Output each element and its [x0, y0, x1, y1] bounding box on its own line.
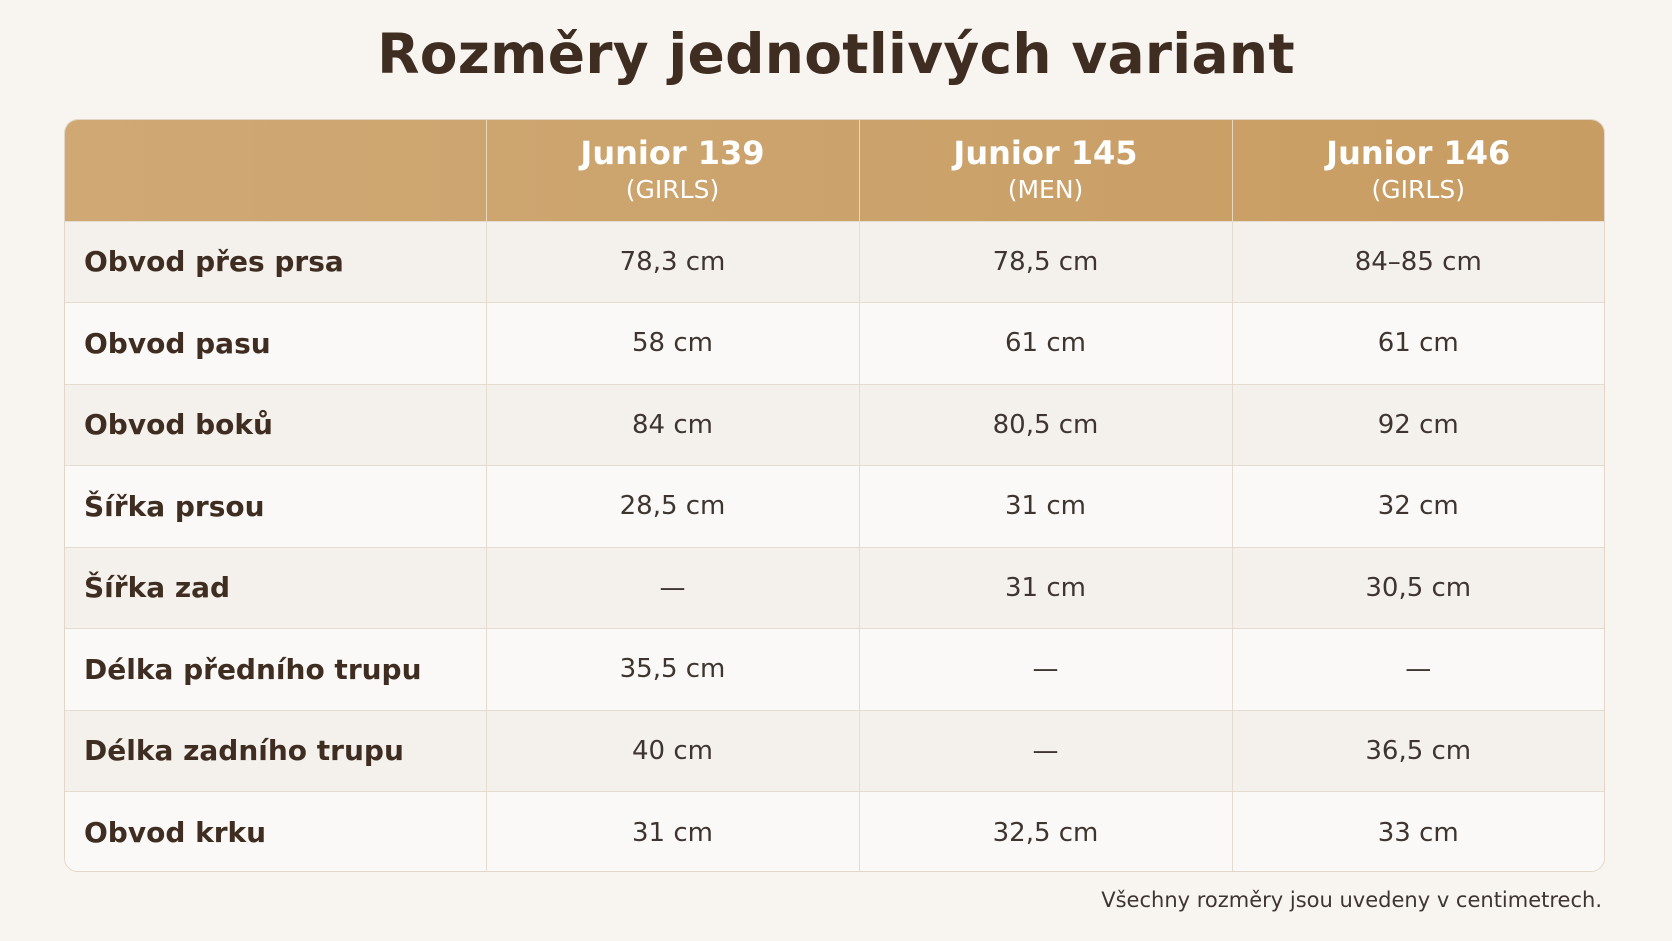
table-header: Junior 139 (GIRLS) Junior 145 (MEN) Juni…: [65, 120, 1604, 221]
table-cell: 31 cm: [485, 791, 859, 871]
table-cell: 78,3 cm: [485, 220, 859, 303]
table-cell: 92 cm: [1231, 383, 1604, 466]
table-cell: 80,5 cm: [858, 383, 1232, 466]
footnote: Všechny rozměry jsou uvedeny v centimetr…: [1101, 888, 1602, 912]
row-label: Obvod krku: [65, 791, 486, 871]
header-cell-empty: [65, 120, 486, 221]
table-row: Obvod pasu 58 cm 61 cm 61 cm: [65, 302, 1604, 384]
table-cell: 33 cm: [1231, 791, 1604, 871]
table-cell: 31 cm: [858, 546, 1232, 629]
table-cell: 61 cm: [1231, 302, 1604, 384]
header-cell-junior-145: Junior 145 (MEN): [858, 120, 1232, 221]
table-cell: —: [858, 628, 1232, 710]
table-row: Délka předního trupu 35,5 cm — —: [65, 628, 1604, 710]
header-row: Junior 139 (GIRLS) Junior 145 (MEN) Juni…: [65, 120, 1604, 221]
table-cell: —: [1231, 628, 1604, 710]
sizes-table-container: Junior 139 (GIRLS) Junior 145 (MEN) Juni…: [64, 119, 1605, 872]
column-subtitle: (GIRLS): [1371, 175, 1465, 205]
table-cell: 58 cm: [485, 302, 859, 384]
table-body: Obvod přes prsa 78,3 cm 78,5 cm 84–85 cm…: [65, 220, 1604, 871]
table-cell: —: [485, 546, 859, 629]
table-row: Šířka zad — 31 cm 30,5 cm: [65, 546, 1604, 629]
table-row: Obvod krku 31 cm 32,5 cm 33 cm: [65, 791, 1604, 871]
row-label: Délka zadního trupu: [65, 709, 486, 792]
table-row: Šířka prsou 28,5 cm 31 cm 32 cm: [65, 465, 1604, 547]
row-label: Obvod přes prsa: [65, 220, 486, 303]
table-cell: 40 cm: [485, 709, 859, 792]
row-label: Obvod pasu: [65, 302, 486, 384]
table-cell: 32,5 cm: [858, 791, 1232, 871]
table-cell: 36,5 cm: [1231, 709, 1604, 792]
column-subtitle: (MEN): [1007, 175, 1084, 205]
column-name: Junior 145: [953, 134, 1138, 173]
table-cell: 78,5 cm: [858, 220, 1232, 303]
table-cell: 84 cm: [485, 383, 859, 466]
table-cell: 84–85 cm: [1231, 220, 1604, 303]
row-label: Délka předního trupu: [65, 628, 486, 710]
table-cell: —: [858, 709, 1232, 792]
row-label: Šířka zad: [65, 546, 486, 629]
column-name: Junior 139: [580, 134, 765, 173]
column-subtitle: (GIRLS): [625, 175, 720, 205]
page-title: Rozměry jednotlivých variant: [377, 22, 1295, 86]
header-cell-junior-139: Junior 139 (GIRLS): [485, 120, 859, 221]
table-cell: 30,5 cm: [1231, 546, 1604, 629]
table-cell: 61 cm: [858, 302, 1232, 384]
table-cell: 32 cm: [1231, 465, 1604, 547]
row-label: Šířka prsou: [65, 465, 486, 547]
sizes-table: Junior 139 (GIRLS) Junior 145 (MEN) Juni…: [65, 120, 1604, 871]
row-label: Obvod boků: [65, 383, 486, 466]
table-row: Obvod přes prsa 78,3 cm 78,5 cm 84–85 cm: [65, 220, 1604, 303]
table-cell: 35,5 cm: [485, 628, 859, 710]
header-cell-junior-146: Junior 146 (GIRLS): [1231, 120, 1604, 221]
table-row: Obvod boků 84 cm 80,5 cm 92 cm: [65, 383, 1604, 466]
table-row: Délka zadního trupu 40 cm — 36,5 cm: [65, 709, 1604, 792]
table-cell: 31 cm: [858, 465, 1232, 547]
column-name: Junior 146: [1326, 134, 1511, 173]
table-cell: 28,5 cm: [485, 465, 859, 547]
